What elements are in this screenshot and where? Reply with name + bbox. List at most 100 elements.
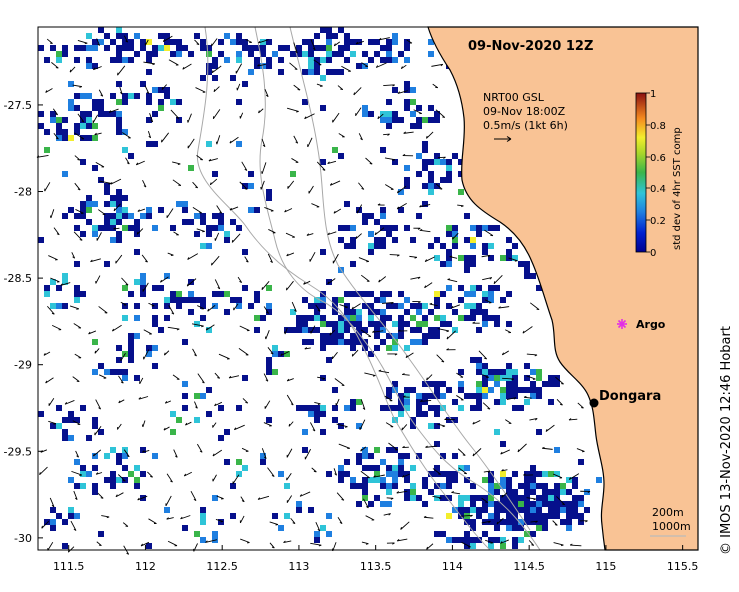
sst-pixel — [524, 363, 530, 369]
sst-pixel — [422, 411, 428, 417]
sst-pixel — [362, 477, 368, 483]
sst-pixel — [224, 309, 230, 315]
sst-pixel — [146, 213, 152, 219]
current-arrow — [214, 279, 221, 290]
current-arrow — [228, 375, 240, 379]
sst-pixel — [524, 519, 530, 525]
current-arrow — [481, 497, 489, 503]
sst-pixel — [182, 297, 188, 303]
sst-pixel — [134, 93, 140, 99]
sst-pixel — [110, 195, 116, 201]
current-arrow — [526, 353, 538, 357]
sst-pixel — [326, 39, 332, 45]
sst-pixel — [122, 207, 128, 213]
sst-pixel — [236, 303, 242, 309]
sst-pixel — [476, 327, 482, 333]
current-arrow — [315, 521, 321, 532]
current-arrow — [402, 395, 410, 398]
current-arrow — [232, 474, 240, 485]
current-arrow — [310, 325, 316, 334]
sst-pixel — [398, 189, 404, 195]
current-arrow — [383, 513, 391, 516]
sst-pixel — [470, 303, 476, 309]
sst-pixel — [386, 45, 392, 51]
sst-pixel — [44, 147, 50, 153]
sst-pixel — [518, 537, 524, 543]
sst-pixel — [476, 369, 482, 375]
sst-pixel — [308, 69, 314, 75]
sst-pixel — [452, 153, 458, 159]
sst-pixel — [380, 237, 386, 243]
current-arrow — [523, 473, 534, 476]
current-arrow — [307, 137, 313, 148]
sst-pixel — [278, 69, 284, 75]
sst-pixel — [338, 153, 344, 159]
sst-pixel — [404, 309, 410, 315]
sst-pixel — [566, 489, 572, 495]
sst-pixel — [302, 327, 308, 333]
sst-pixel — [392, 339, 398, 345]
current-arrow — [286, 495, 293, 503]
sst-pixel — [446, 321, 452, 327]
current-arrow — [505, 419, 512, 424]
sst-pixel — [350, 225, 356, 231]
current-arrow — [389, 254, 400, 257]
sst-pixel — [446, 231, 452, 237]
sst-pixel — [506, 495, 512, 501]
depth-legend-1000m: 1000m — [652, 520, 691, 533]
sst-pixel — [86, 207, 92, 213]
current-arrow — [291, 301, 297, 312]
sst-pixel — [194, 213, 200, 219]
sst-pixel — [560, 483, 566, 489]
sst-pixel — [422, 339, 428, 345]
sst-pixel — [254, 297, 260, 303]
sst-pixel — [422, 501, 428, 507]
sst-pixel — [506, 489, 512, 495]
sst-pixel — [452, 537, 458, 543]
sst-pixel — [434, 117, 440, 123]
current-arrow — [48, 420, 57, 425]
sst-pixel — [356, 453, 362, 459]
sst-pixel — [392, 471, 398, 477]
current-arrow — [239, 515, 245, 524]
sst-pixel — [332, 333, 338, 339]
sst-pixel — [320, 105, 326, 111]
sst-pixel — [134, 303, 140, 309]
current-arrow — [284, 327, 288, 335]
sst-pixel — [218, 51, 224, 57]
sst-pixel — [116, 237, 122, 243]
sst-pixel — [92, 39, 98, 45]
current-arrow — [164, 400, 171, 404]
sst-pixel — [68, 435, 74, 441]
current-arrow — [97, 492, 104, 499]
current-arrow — [137, 495, 148, 501]
current-arrow — [94, 132, 102, 136]
current-arrow — [423, 515, 434, 519]
current-arrow — [263, 373, 269, 382]
sst-pixel — [122, 39, 128, 45]
current-arrow — [451, 491, 461, 495]
sst-pixel — [104, 477, 110, 483]
sst-pixel — [74, 105, 80, 111]
sst-pixel — [422, 483, 428, 489]
sst-pixel — [392, 381, 398, 387]
current-arrow — [378, 369, 390, 374]
current-arrow — [458, 467, 467, 475]
sst-pixel — [458, 465, 464, 471]
current-arrow — [182, 63, 192, 70]
current-arrow — [135, 160, 145, 166]
sst-pixel — [476, 231, 482, 237]
current-arrow — [304, 448, 311, 460]
sst-pixel — [530, 501, 536, 507]
sst-pixel — [122, 45, 128, 51]
sst-pixel — [122, 375, 128, 381]
sst-pixel — [446, 171, 452, 177]
current-arrow — [335, 398, 340, 406]
current-arrow — [142, 282, 149, 292]
current-arrow — [293, 84, 301, 91]
sst-pixel — [98, 99, 104, 105]
sst-pixel — [500, 537, 506, 543]
sst-pixel — [152, 51, 158, 57]
sst-pixel — [56, 117, 62, 123]
sst-pixel — [92, 123, 98, 129]
